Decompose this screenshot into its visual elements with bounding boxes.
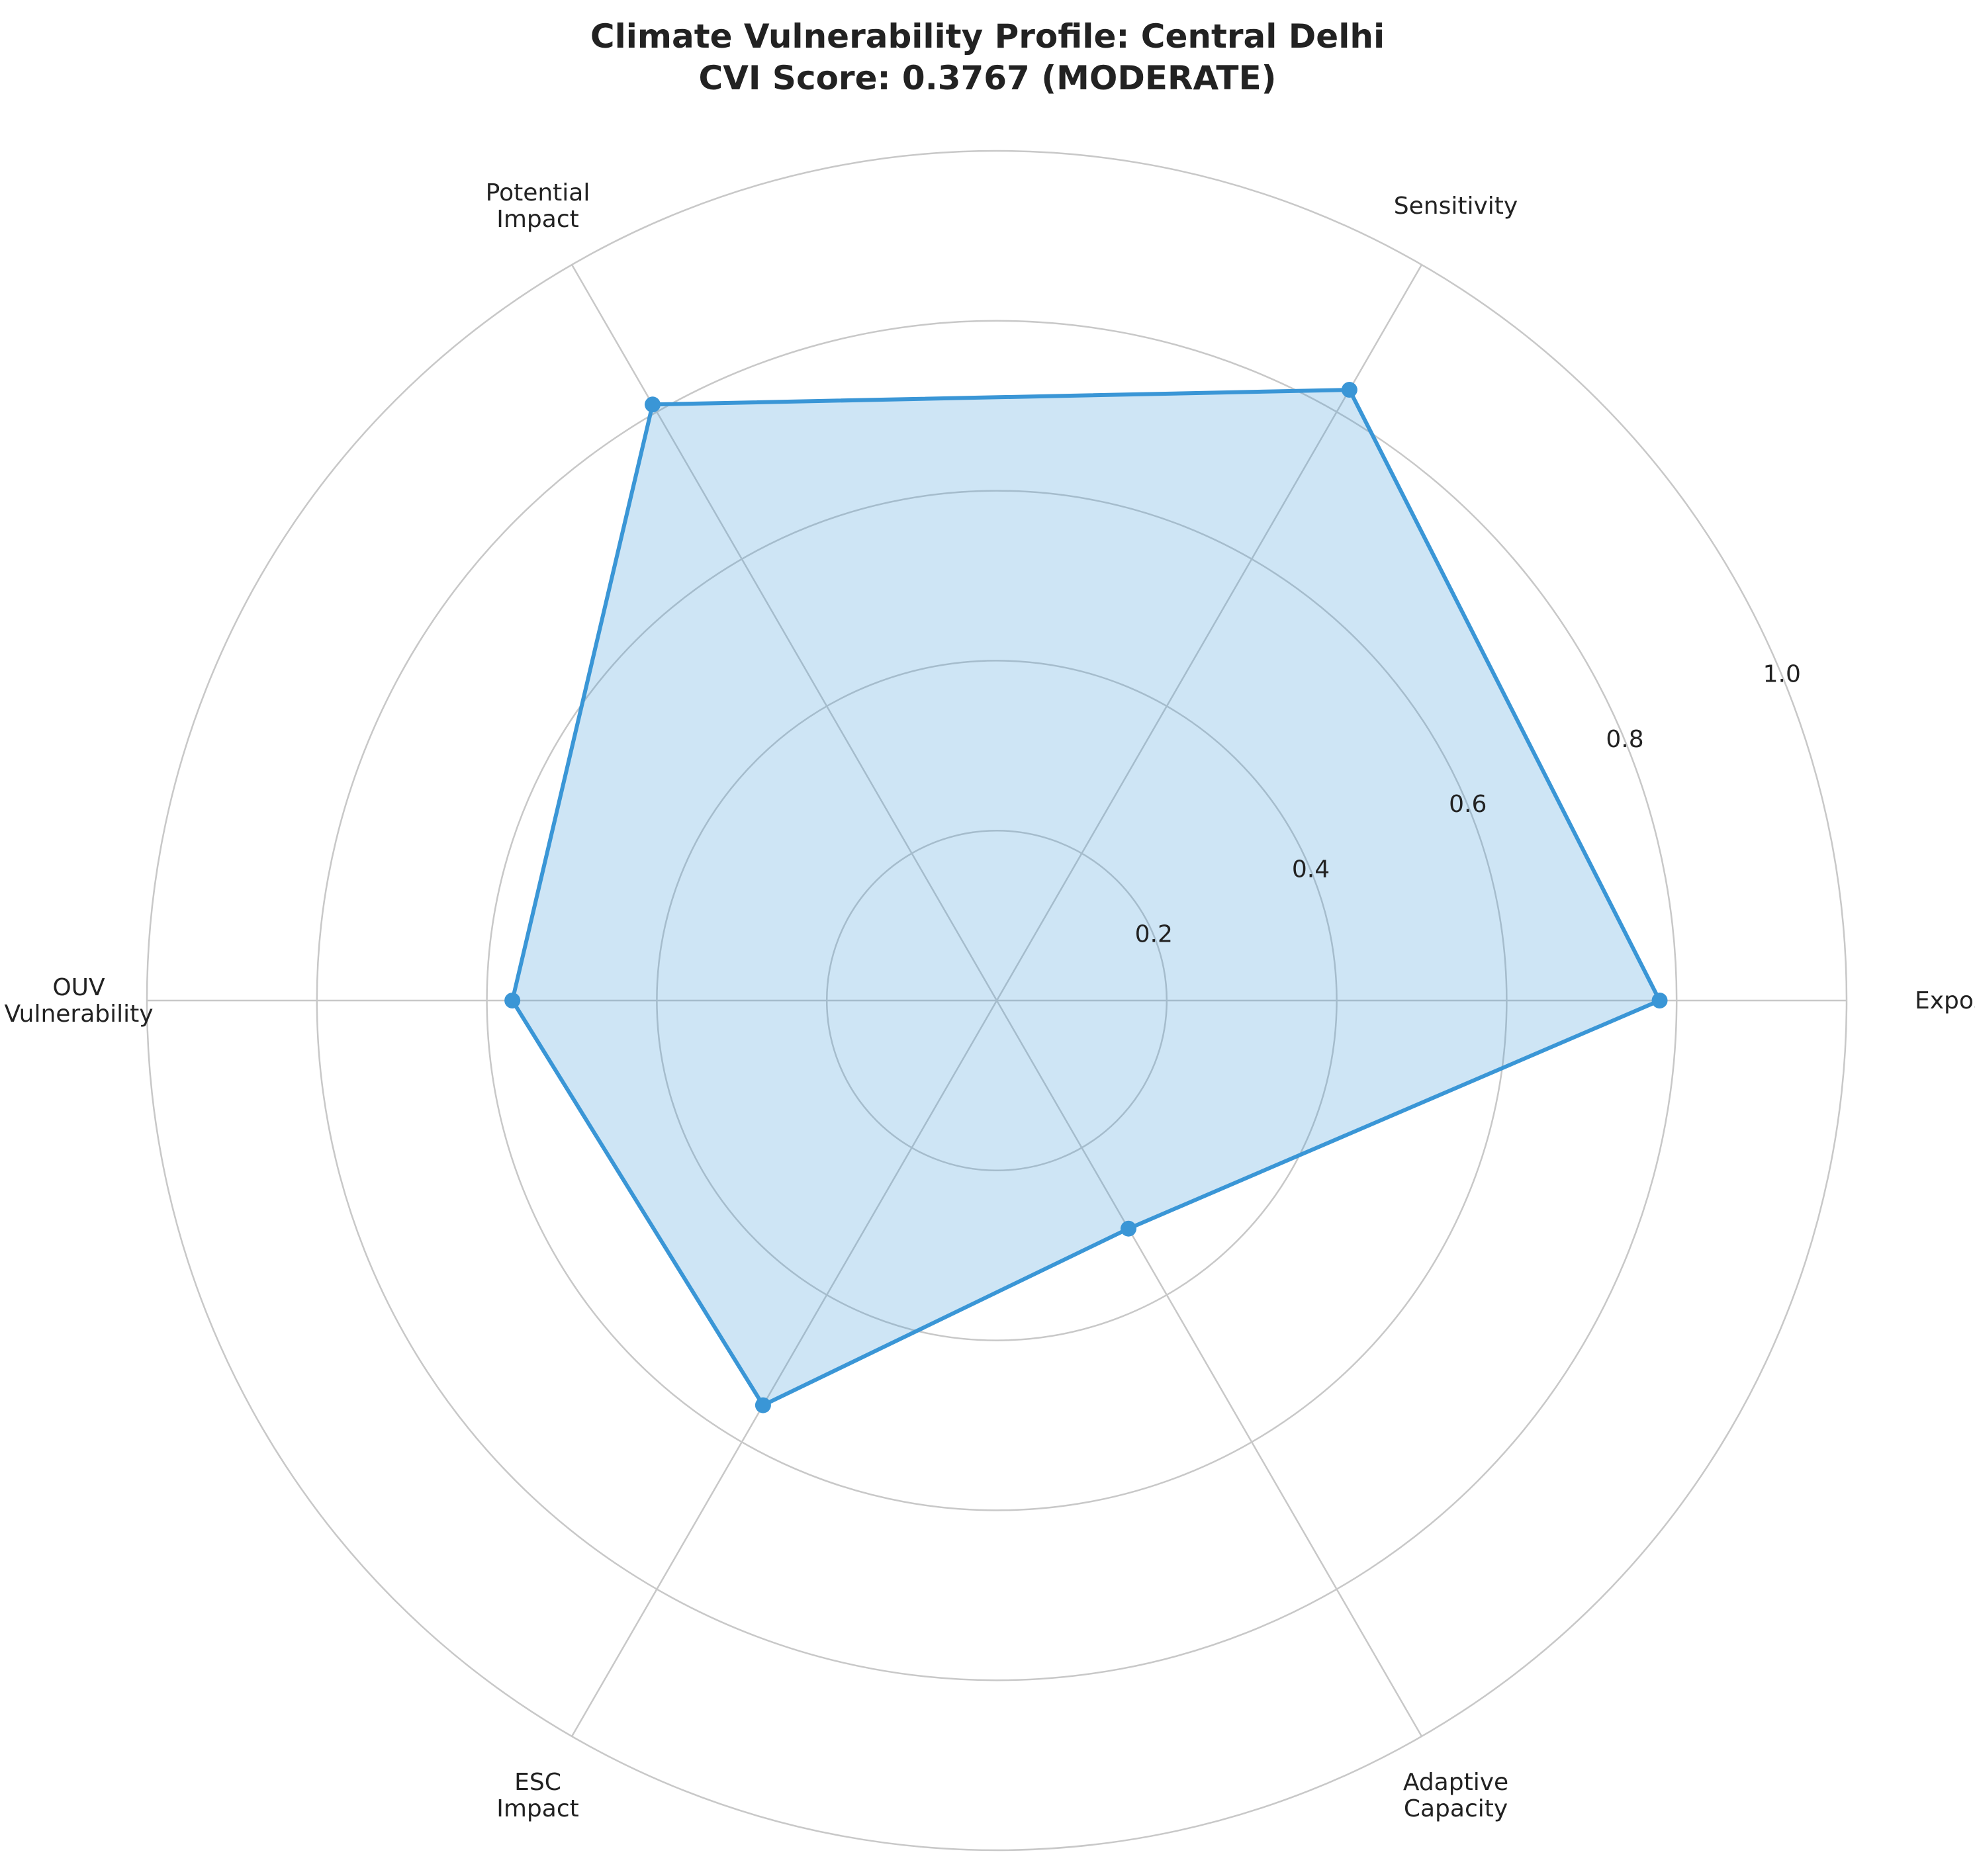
category-label-3: OUV Vulnerability <box>4 974 153 1028</box>
category-label-line: Adaptive <box>1403 1769 1508 1796</box>
tick-label-layer: 0.2 0.4 0.6 0.8 1.0 <box>1135 661 1801 948</box>
category-label-line: ESC <box>514 1769 561 1796</box>
series-layer <box>504 382 1668 1413</box>
r-tick-label-3: 0.8 <box>1606 726 1643 753</box>
data-point-2 <box>644 396 661 413</box>
category-label-line: Impact <box>496 206 579 233</box>
category-label-line: Impact <box>496 1795 579 1822</box>
data-point-0 <box>1651 993 1668 1008</box>
grid-spoke-5 <box>995 1000 1423 1737</box>
grid-layer <box>146 150 1848 1852</box>
category-label-line: OUV <box>52 974 105 1001</box>
category-label-4: ESC Impact <box>496 1769 579 1822</box>
category-label-line: Sensitivity <box>1394 193 1518 220</box>
category-label-layer: ExposureSensitivityPotentialImpactOUVVul… <box>4 179 1975 1822</box>
r-tick-label-2: 0.6 <box>1449 791 1487 818</box>
r-tick-label-4: 1.0 <box>1763 661 1801 688</box>
chart-subtitle: CVI Score: 0.3767 (MODERATE) <box>699 59 1277 97</box>
category-label-line: Vulnerability <box>4 1001 153 1028</box>
grid-spoke-4 <box>571 1000 998 1737</box>
series-area <box>512 390 1660 1406</box>
category-label-2: Potential Impact <box>486 179 590 233</box>
chart-title: Climate Vulnerability Profile: Central D… <box>590 17 1385 56</box>
data-point-4 <box>755 1397 771 1413</box>
category-label-5: Adaptive Capacity <box>1403 1769 1508 1822</box>
r-tick-label-1: 0.4 <box>1292 856 1330 883</box>
category-label-line: Potential <box>486 179 590 206</box>
category-label-line: Exposure <box>1915 987 1975 1014</box>
data-point-1 <box>1341 382 1357 398</box>
category-label-line: Capacity <box>1404 1795 1508 1822</box>
data-point-5 <box>1121 1220 1137 1237</box>
category-label-1: Sensitivity <box>1394 193 1518 220</box>
r-tick-label-0: 0.2 <box>1135 921 1173 948</box>
grid-spoke-2 <box>571 264 998 1001</box>
category-label-0: Exposure <box>1915 987 1975 1014</box>
data-point-3 <box>504 993 521 1008</box>
